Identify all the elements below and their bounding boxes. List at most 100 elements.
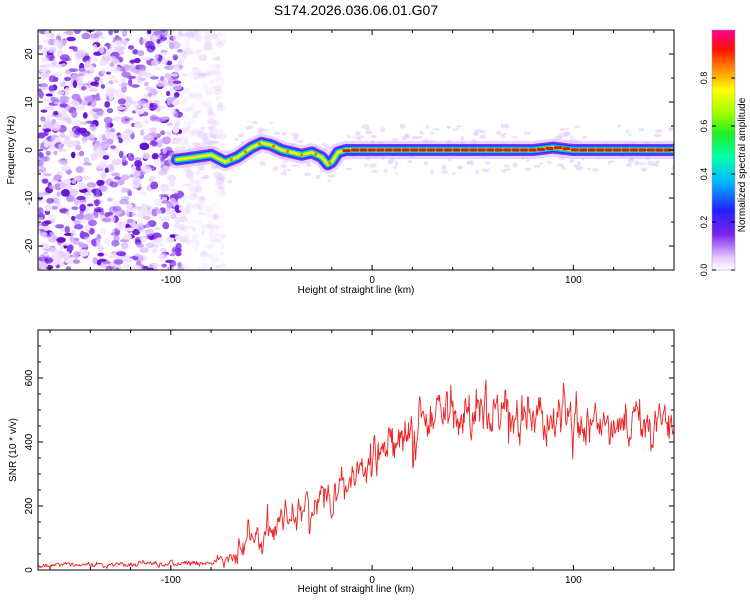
noise-speckle bbox=[194, 185, 203, 192]
noise-speckle bbox=[92, 257, 99, 265]
noise-speckle bbox=[88, 57, 98, 63]
noise-speckle bbox=[81, 32, 91, 40]
noise-speckle bbox=[80, 100, 89, 106]
noise-speckle bbox=[195, 202, 201, 208]
noise-speckle bbox=[50, 134, 59, 139]
noise-speckle bbox=[52, 72, 62, 77]
noise-speckle bbox=[40, 116, 46, 122]
snr-y-axis: 0 200 400 600 bbox=[24, 329, 674, 573]
noise-speckle bbox=[210, 229, 217, 234]
noise-speckle bbox=[108, 93, 114, 101]
colorbar: 0.0 0.2 0.4 0.6 0.8 Normalized spectral ampl… bbox=[699, 29, 748, 276]
noise-speckle bbox=[73, 128, 83, 135]
noise-speckle bbox=[209, 256, 219, 265]
noise-speckle bbox=[215, 264, 226, 270]
noise-speckle bbox=[179, 212, 186, 219]
noise-speckle bbox=[281, 131, 287, 136]
noise-speckle bbox=[178, 216, 189, 223]
noise-speckle bbox=[181, 30, 189, 37]
noise-speckle bbox=[139, 129, 145, 136]
noise-speckle bbox=[430, 170, 435, 175]
noise-speckle bbox=[210, 243, 216, 250]
noise-speckle bbox=[215, 76, 225, 84]
noise-speckle bbox=[106, 108, 114, 114]
noise-speckle bbox=[53, 197, 60, 205]
noise-speckle bbox=[184, 231, 191, 240]
noise-speckle bbox=[216, 191, 224, 198]
noise-speckle bbox=[155, 226, 161, 231]
noise-speckle bbox=[158, 52, 167, 56]
noise-speckle bbox=[391, 137, 399, 142]
x-tick-label: -100 bbox=[161, 275, 181, 286]
noise-speckle bbox=[138, 191, 148, 196]
noise-speckle bbox=[46, 114, 52, 122]
noise-speckle bbox=[88, 88, 98, 92]
noise-speckle bbox=[185, 116, 191, 121]
noise-speckle bbox=[58, 143, 63, 150]
figure-title: S174.2026.036.06.01.G07 bbox=[274, 2, 438, 18]
noise-speckle bbox=[38, 132, 46, 139]
noise-speckle bbox=[212, 56, 221, 62]
noise-speckle bbox=[146, 45, 155, 53]
noise-speckle bbox=[200, 72, 208, 77]
noise-speckle bbox=[73, 176, 82, 181]
noise-speckle bbox=[50, 33, 55, 39]
noise-speckle bbox=[399, 123, 406, 129]
noise-speckle bbox=[104, 212, 111, 218]
noise-speckle bbox=[55, 63, 63, 69]
noise-speckle bbox=[79, 230, 85, 239]
noise-speckle bbox=[139, 64, 146, 72]
noise-speckle bbox=[155, 237, 164, 243]
noise-speckle bbox=[181, 53, 188, 60]
noise-speckle bbox=[53, 39, 60, 47]
colorbar-gradient bbox=[712, 30, 735, 270]
noise-speckle bbox=[215, 64, 221, 70]
noise-speckle bbox=[171, 41, 181, 49]
noise-speckle bbox=[112, 79, 119, 84]
noise-speckle bbox=[352, 136, 360, 139]
noise-speckle bbox=[131, 212, 137, 217]
noise-speckle bbox=[159, 30, 169, 37]
noise-speckle bbox=[178, 97, 188, 106]
noise-speckle bbox=[100, 227, 107, 235]
noise-speckle bbox=[173, 224, 181, 229]
noise-speckle bbox=[57, 110, 67, 114]
noise-speckle bbox=[640, 168, 645, 171]
noise-speckle bbox=[71, 206, 79, 211]
noise-speckle bbox=[39, 152, 44, 158]
noise-speckle bbox=[211, 32, 217, 38]
colorbar-ticks: 0.0 0.2 0.4 0.6 0.8 bbox=[699, 72, 735, 276]
noise-speckle bbox=[107, 164, 115, 172]
noise-speckle bbox=[212, 213, 221, 221]
noise-speckle bbox=[61, 189, 70, 197]
noise-speckle bbox=[196, 69, 202, 76]
noise-speckle bbox=[73, 251, 80, 259]
noise-speckle bbox=[478, 130, 487, 134]
noise-speckle bbox=[137, 221, 144, 227]
noise-speckle bbox=[199, 126, 206, 130]
noise-speckle bbox=[71, 179, 77, 185]
noise-speckle bbox=[177, 49, 183, 53]
noise-speckle bbox=[208, 228, 215, 235]
noise-speckle bbox=[65, 266, 72, 270]
noise-speckle bbox=[220, 31, 226, 40]
noise-speckle bbox=[195, 239, 200, 247]
noise-speckle bbox=[60, 133, 66, 138]
noise-speckle bbox=[149, 176, 157, 180]
noise-speckle bbox=[138, 69, 147, 77]
noise-speckle bbox=[167, 122, 173, 127]
noise-speckle bbox=[587, 167, 591, 171]
noise-speckle bbox=[181, 127, 189, 133]
noise-speckle bbox=[206, 225, 214, 229]
noise-speckle bbox=[219, 39, 227, 45]
noise-speckle bbox=[213, 40, 220, 47]
noise-speckle bbox=[108, 89, 118, 94]
noise-speckle bbox=[212, 141, 220, 144]
noise-speckle bbox=[52, 259, 59, 267]
noise-speckle bbox=[190, 50, 201, 55]
noise-speckle bbox=[207, 233, 218, 237]
noise-speckle bbox=[131, 84, 140, 88]
noise-speckle bbox=[64, 69, 71, 75]
noise-speckle bbox=[210, 214, 219, 221]
noise-speckle bbox=[98, 163, 109, 168]
